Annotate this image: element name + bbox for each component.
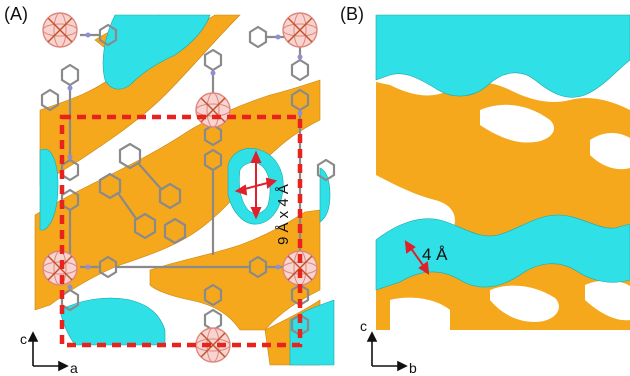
pore-dimension-label: 9 Å x 4 Å [275,184,292,245]
channel-dimension-label: 4 Å [422,245,448,264]
cyan-channel-surface [375,14,630,291]
linker-chain-left [60,63,80,312]
panel-b: 4 Å c b (B) [340,0,630,376]
pore-measure-arrows [234,150,278,220]
orange-channel-surface [34,14,321,366]
guest-molecules [98,142,187,245]
panel-b-structure: 4 Å c b [360,14,630,376]
axis-label-vertical: c [20,331,27,347]
axis-label-vertical: c [360,318,367,334]
metal-node [42,12,78,48]
axis-label-horizontal: b [409,360,417,376]
metal-node [195,92,231,128]
panel-a: 9 Å x 4 Å c a (A) [4,4,336,376]
axis-label-horizontal: a [70,360,78,376]
panel-a-structure: 9 Å x 4 Å c a [20,12,336,376]
axis-indicator-b [366,331,408,372]
metal-node [282,12,318,48]
axis-indicator-a [27,331,69,372]
channel-measure-arrow [404,240,430,275]
panel-label-b: (B) [340,4,364,24]
panel-label-a: (A) [4,4,28,24]
linker-chain-middle [203,48,223,332]
unit-cell-outline [59,114,303,348]
